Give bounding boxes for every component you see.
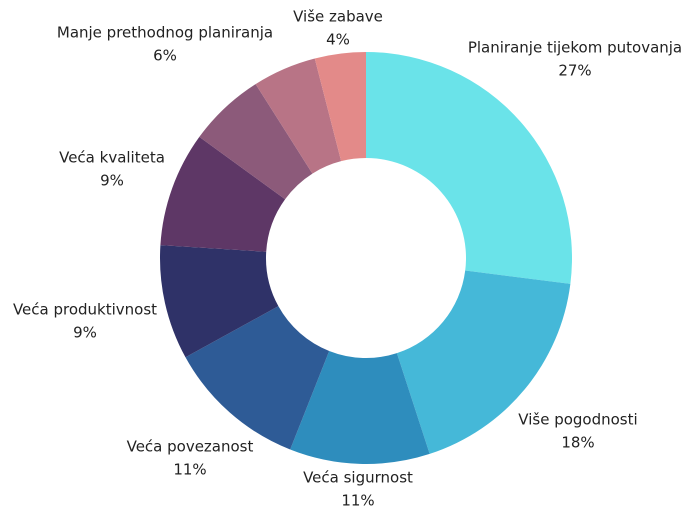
donut-slice: [314, 52, 366, 162]
slice-value: 11%: [173, 461, 206, 479]
slice-label: Veća povezanost: [127, 438, 254, 456]
slice-label: Planiranje tijekom putovanja: [468, 39, 682, 57]
donut-slice: [185, 306, 330, 450]
slice-value: 6%: [153, 47, 177, 65]
donut-slice: [366, 52, 572, 284]
donut-slice: [160, 245, 279, 358]
slice-value: 9%: [100, 172, 124, 190]
slice-label: Više zabave: [293, 8, 383, 26]
donut-slice: [160, 136, 286, 252]
donut-slice: [396, 270, 571, 454]
donut-slice: [199, 84, 313, 200]
slice-label: Više pogodnosti: [518, 411, 637, 429]
slice-value: 4%: [326, 31, 350, 49]
donut-slice: [290, 350, 430, 464]
slice-value: 27%: [558, 62, 591, 80]
donut-slice: [255, 58, 342, 174]
slice-value: 18%: [561, 434, 594, 452]
slice-label: Manje prethodnog planiranja: [57, 24, 273, 42]
slice-value: 11%: [341, 492, 374, 510]
slice-label: Veća kvaliteta: [59, 149, 165, 167]
slice-label: Veća produktivnost: [13, 301, 157, 319]
slice-label: Veća sigurnost: [303, 469, 413, 487]
slice-value: 9%: [73, 324, 97, 342]
